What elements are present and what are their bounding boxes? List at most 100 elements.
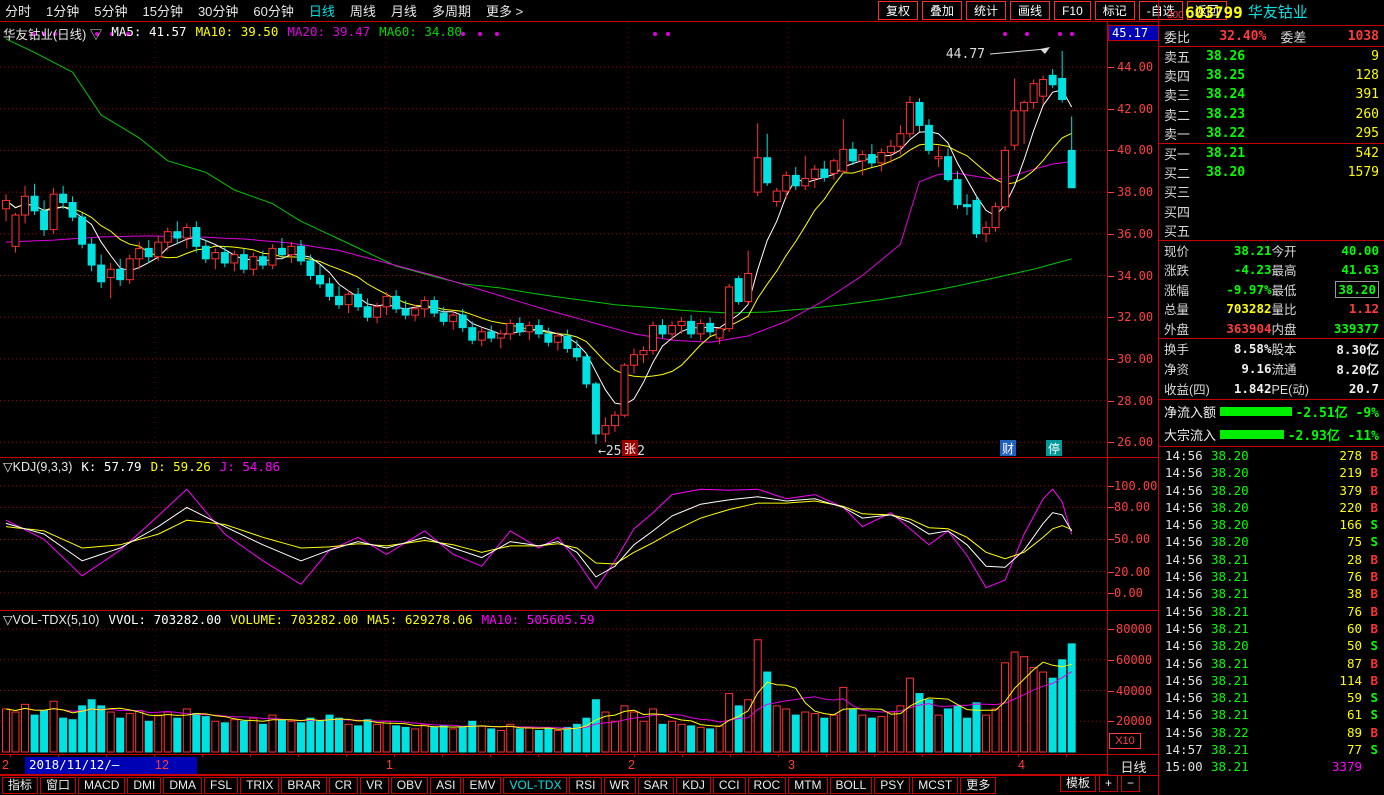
bottom-button-模板[interactable]: 模板	[1060, 775, 1097, 792]
bottom-button-−[interactable]: −	[1121, 775, 1141, 792]
bid-row[interactable]: 买三	[1159, 182, 1384, 201]
ask-row[interactable]: 卖三 38.24 391	[1159, 85, 1384, 104]
date-tick	[778, 754, 779, 757]
indicator-button-WR[interactable]: WR	[603, 776, 636, 794]
ask-row[interactable]: 卖五 38.26 9	[1159, 47, 1384, 66]
indicator-button-DMI[interactable]: DMI	[127, 776, 162, 794]
stat-cell: 换手 8.58%	[1164, 339, 1272, 358]
stat-value: -4.23	[1233, 262, 1272, 278]
tick-row[interactable]: 14:56 38.20 379 B	[1159, 481, 1384, 498]
period-tab-更多 >[interactable]: 更多 >	[485, 4, 524, 19]
bid-row[interactable]: 买五	[1159, 221, 1384, 240]
indicator-button-窗口[interactable]: 窗口	[40, 776, 77, 794]
tick-row[interactable]: 14:56 38.22 89 B	[1159, 724, 1384, 741]
ask-row[interactable]: 卖二 38.23 260	[1159, 105, 1384, 124]
stat-label: 今开	[1271, 245, 1297, 260]
tick-row[interactable]: 14:56 38.20 220 B	[1159, 499, 1384, 516]
indicator-button-BOLL[interactable]: BOLL	[829, 776, 873, 794]
stat-cell: 现价 38.21	[1164, 241, 1272, 260]
indicator-button-EMV[interactable]: EMV	[463, 776, 502, 794]
indicator-button-SAR[interactable]: SAR	[637, 776, 675, 794]
tick-side: S	[1370, 690, 1378, 706]
indicator-button-OBV[interactable]: OBV	[390, 776, 429, 794]
kdj-indicator-chart[interactable]	[0, 457, 1107, 610]
kdj-axis-tick: 0.00	[1108, 586, 1158, 600]
stat-cell: 涨幅 -9.97%	[1164, 280, 1272, 299]
indicator-button-MTM[interactable]: MTM	[788, 776, 828, 794]
date-tick	[106, 754, 107, 757]
tick-row[interactable]: 14:56 38.20 166 S	[1159, 516, 1384, 533]
indicator-button-RSI[interactable]: RSI	[569, 776, 602, 794]
tick-volume: 3379	[1331, 759, 1362, 775]
ask-row[interactable]: 卖四 38.25 128	[1159, 66, 1384, 85]
indicator-button-MCST[interactable]: MCST	[912, 776, 959, 794]
tool-button-标记[interactable]: 标记	[1094, 1, 1135, 20]
tick-row[interactable]: 14:56 38.21 114 B	[1159, 672, 1384, 689]
indicator-button-TRIX[interactable]: TRIX	[240, 776, 280, 794]
tool-button-统计[interactable]: 统计	[966, 1, 1007, 20]
tick-row[interactable]: 14:56 38.20 50 S	[1159, 637, 1384, 654]
tick-volume: 61	[1346, 707, 1362, 723]
tick-row[interactable]: 14:56 38.21 38 B	[1159, 585, 1384, 602]
stat-cell: PE(动) 20.7	[1272, 379, 1380, 398]
volume-chart[interactable]	[0, 610, 1107, 754]
tick-row[interactable]: 14:57 38.21 77 S	[1159, 741, 1384, 758]
stat-row: 现价 38.21 今开 40.00	[1159, 241, 1384, 260]
tick-side: S	[1370, 742, 1378, 758]
tick-price: 38.21	[1211, 690, 1249, 706]
indicator-button-MACD[interactable]: MACD	[78, 776, 126, 794]
indicator-button-DMA[interactable]: DMA	[163, 776, 203, 794]
date-tick	[634, 754, 635, 757]
period-tab-分时[interactable]: 分时	[5, 4, 32, 19]
indicator-button-VR[interactable]: VR	[360, 776, 389, 794]
tool-button-画线[interactable]: 画线	[1010, 1, 1051, 20]
tick-row[interactable]: 14:56 38.20 278 B	[1159, 447, 1384, 464]
flow-label: 净流入额	[1164, 404, 1217, 420]
month-label-4: 4	[1018, 758, 1025, 772]
indicator-button-指标[interactable]: 指标	[2, 776, 39, 794]
period-tab-1分钟[interactable]: 1分钟	[46, 4, 80, 19]
indicator-button-CCI[interactable]: CCI	[712, 776, 746, 794]
tick-row[interactable]: 14:56 38.21 76 B	[1159, 568, 1384, 585]
tool-button-F10[interactable]: F10	[1054, 1, 1091, 20]
period-tab-15分钟[interactable]: 15分钟	[142, 4, 183, 19]
tool-button-叠加[interactable]: 叠加	[922, 1, 963, 20]
indicator-button-BRAR[interactable]: BRAR	[281, 776, 327, 794]
period-tab-月线[interactable]: 月线	[390, 4, 417, 19]
tick-row[interactable]: 14:56 38.21 76 B	[1159, 603, 1384, 620]
date-tick	[538, 754, 539, 757]
main-kline-chart[interactable]: 44.77←25.92张财停	[0, 22, 1107, 457]
indicator-button-ROC[interactable]: ROC	[747, 776, 787, 794]
stat-value: 1.842	[1233, 381, 1272, 397]
tick-row[interactable]: 14:56 38.21 87 B	[1159, 654, 1384, 671]
tick-row[interactable]: 14:56 38.21 61 S	[1159, 706, 1384, 723]
money-flow-row: 大宗流入 -2.93亿 -11%	[1159, 423, 1384, 446]
indicator-button-FSL[interactable]: FSL	[204, 776, 239, 794]
tick-row[interactable]: 14:56 38.20 219 B	[1159, 464, 1384, 481]
period-tab-5分钟[interactable]: 5分钟	[94, 4, 128, 19]
indicator-button-ASI[interactable]: ASI	[430, 776, 462, 794]
tool-button-复权[interactable]: 复权	[878, 1, 919, 20]
bid-row[interactable]: 买四	[1159, 202, 1384, 221]
tool-button-返回[interactable]: 返回	[1186, 1, 1227, 20]
period-tab-30分钟[interactable]: 30分钟	[197, 4, 239, 19]
bid-row[interactable]: 买一 38.21 542	[1159, 144, 1384, 163]
period-tab-多周期[interactable]: 多周期	[431, 4, 471, 19]
indicator-button-CR[interactable]: CR	[328, 776, 359, 794]
tick-row[interactable]: 14:56 38.21 59 S	[1159, 689, 1384, 706]
tick-row[interactable]: 14:56 38.21 60 B	[1159, 620, 1384, 637]
period-tab-周线[interactable]: 周线	[349, 4, 376, 19]
bid-row[interactable]: 买二 38.20 1579	[1159, 163, 1384, 182]
tick-row[interactable]: 14:56 38.20 75 S	[1159, 533, 1384, 550]
indicator-button-更多[interactable]: 更多	[960, 776, 997, 794]
period-tab-日线[interactable]: 日线	[308, 4, 335, 19]
indicator-button-PSY[interactable]: PSY	[874, 776, 911, 794]
tool-button--自选[interactable]: -自选	[1138, 1, 1183, 20]
tick-row[interactable]: 15:00 38.21 3379	[1159, 758, 1384, 775]
period-tab-60分钟[interactable]: 60分钟	[253, 4, 294, 19]
ask-row[interactable]: 卖一 38.22 295	[1159, 124, 1384, 143]
indicator-button-KDJ[interactable]: KDJ	[676, 776, 711, 794]
bottom-button-+[interactable]: +	[1099, 775, 1119, 792]
indicator-button-VOL-TDX[interactable]: VOL-TDX	[503, 776, 568, 794]
tick-row[interactable]: 14:56 38.21 28 B	[1159, 551, 1384, 568]
